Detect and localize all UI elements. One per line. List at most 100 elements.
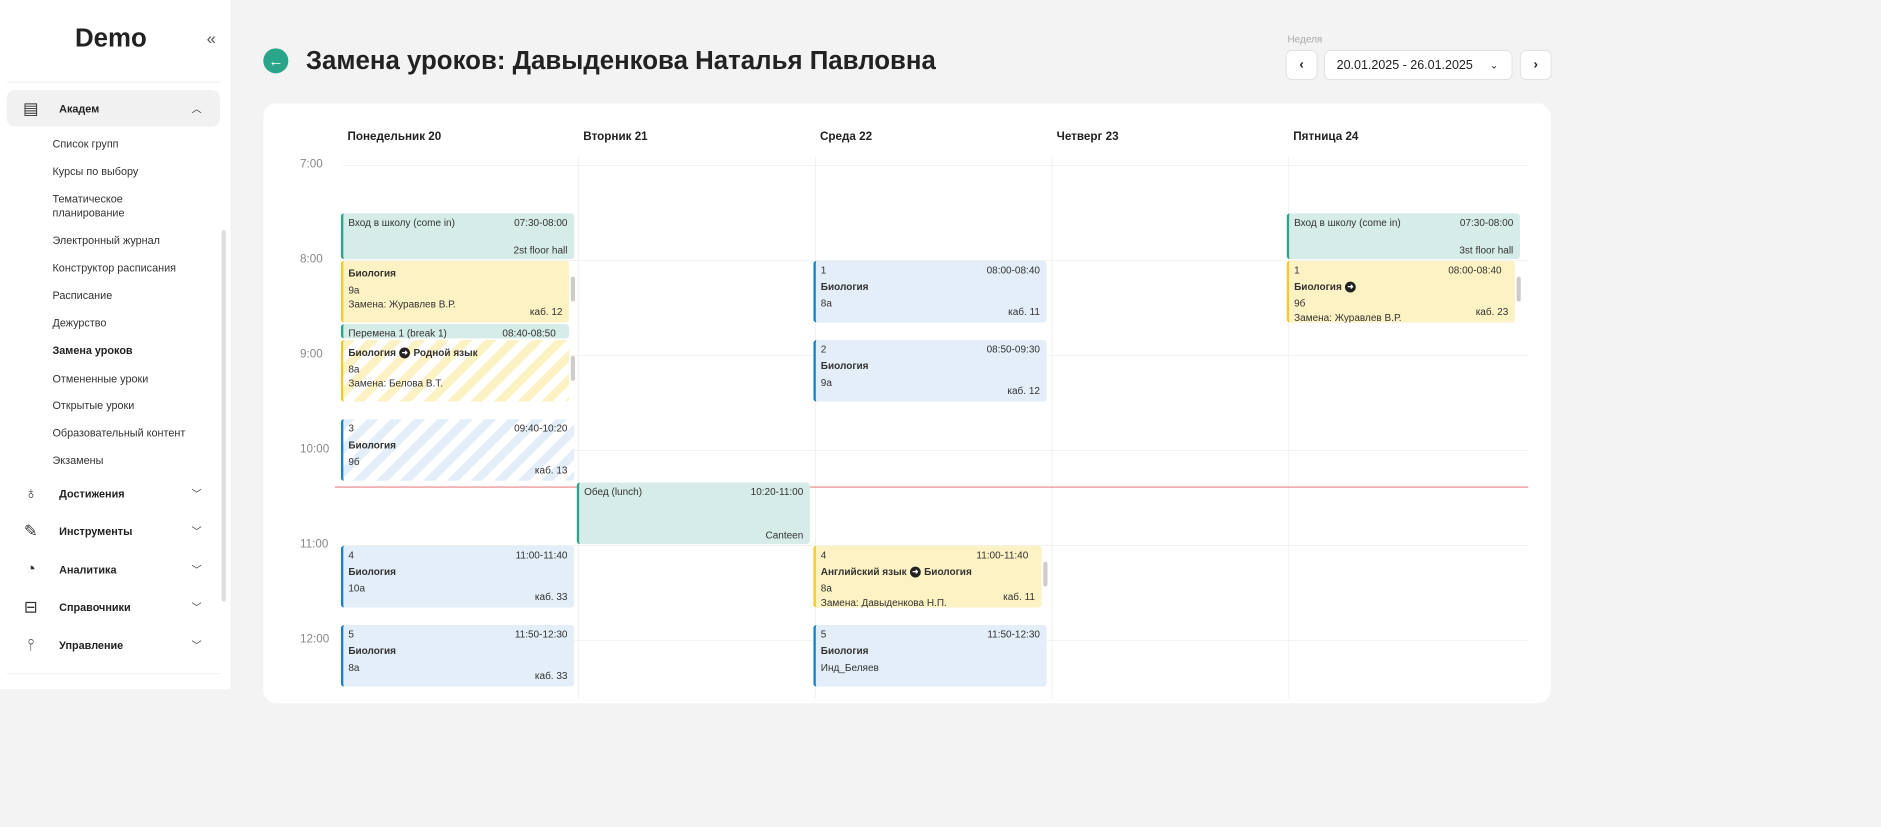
- event-scrollbar[interactable]: [570, 276, 575, 302]
- sidebar-group-label: Аналитика: [59, 562, 117, 576]
- event-time: 10:20-11:00: [750, 485, 804, 498]
- event-title-row: Биология: [821, 643, 1040, 659]
- sidebar-item[interactable]: Экзамены: [52, 454, 104, 467]
- week-value: 20.01.2025 - 26.01.2025: [1336, 57, 1473, 73]
- event-title: Биология: [348, 346, 396, 359]
- event-title: Биология: [348, 267, 396, 280]
- event-room: каб. 11: [1003, 590, 1035, 603]
- chevron-up-icon: ︿: [191, 102, 202, 115]
- event-header: 5 11:50-12:30: [821, 628, 1040, 641]
- week-select[interactable]: 20.01.2025 - 26.01.2025 ⌄: [1324, 49, 1513, 80]
- schedule-event[interactable]: Биология 9а Замена: Журавлев В.Р. каб. 12: [340, 260, 570, 323]
- event-title: Биология: [1294, 280, 1342, 293]
- schedule-event[interactable]: 4 11:00-11:40 Биология 10а каб. 33: [340, 545, 575, 608]
- event-group: Инд_Беляев: [820, 661, 879, 674]
- event-scrollbar[interactable]: [570, 355, 575, 381]
- hour-label: 8:00: [299, 251, 323, 265]
- sidebar-group-label: Достижения: [59, 487, 125, 500]
- schedule-event[interactable]: Вход в школу (come in) 07:30-08:00 3st flo…: [1286, 213, 1520, 260]
- day-header: Вторник 21: [583, 129, 648, 143]
- schedule-event[interactable]: Перемена 1 (break 1) 08:40-08:50: [340, 324, 570, 339]
- schedule-event[interactable]: 2 08:50-09:30 Биология 9а каб. 12: [813, 339, 1047, 402]
- event-title-row: Биология: [348, 437, 567, 453]
- sidebar-item[interactable]: Список групп: [52, 137, 119, 150]
- schedule-event[interactable]: Обед (lunch) 10:20-11:00 Canteen: [576, 482, 810, 545]
- event-group: 9б: [348, 455, 360, 468]
- hour-label: 11:00: [299, 536, 329, 550]
- event-time: 11:50-12:30: [514, 628, 568, 640]
- schedule-event[interactable]: Вход в школу (come in) 07:30-08:00 2st flo…: [340, 213, 575, 260]
- event-title-row: Английский язык ➜ Биология: [821, 564, 1028, 580]
- hour-line: [342, 449, 1529, 451]
- column-divider: [578, 156, 580, 699]
- schedule-event[interactable]: 3 09:40-10:20 Биология 9б каб. 13: [340, 419, 575, 481]
- logo: Demo: [74, 23, 147, 53]
- event-title: Биология: [820, 644, 869, 657]
- event-location: Canteen: [765, 529, 804, 541]
- current-time-line: [334, 486, 1529, 488]
- sidebar-item[interactable]: Отмененные уроки: [52, 372, 149, 385]
- substitution-note: Замена: Журавлев В.Р.: [1294, 311, 1402, 323]
- lesson-number: 2: [820, 343, 827, 355]
- event-room: каб. 12: [1007, 384, 1040, 397]
- sidebar-group-4[interactable]: ⊟ Справочники ﹀: [7, 588, 220, 625]
- schedule-event[interactable]: Биология ➜ Родной язык 8а Замена: Белова В.Т…: [340, 339, 570, 402]
- event-room: каб. 23: [1475, 305, 1509, 318]
- hour-label: 9:00: [299, 346, 323, 360]
- sidebar-group-2[interactable]: ✎ Инструменты ﹀: [7, 512, 220, 549]
- event-room: каб. 13: [534, 464, 568, 476]
- event-header: 1 08:00-08:40: [821, 264, 1040, 277]
- sidebar-scrollbar[interactable]: [221, 229, 226, 602]
- sidebar-item[interactable]: Электронный журнал: [52, 234, 160, 247]
- sidebar-group-3[interactable]: ◔ Аналитика ﹀: [7, 551, 220, 588]
- divider: [6, 81, 220, 83]
- chevron-down-icon: ﹀: [191, 563, 202, 576]
- event-title-row: Биология: [348, 266, 555, 282]
- schedule-event[interactable]: 5 11:50-12:30 Биология 8а каб. 33: [340, 624, 575, 687]
- event-time: 11:00-11:40: [515, 549, 568, 561]
- event-title: Биология: [820, 280, 869, 293]
- sidebar-item[interactable]: Образовательный контент: [52, 426, 186, 440]
- event-time: 11:50-12:30: [987, 628, 1040, 640]
- lesson-number: 3: [348, 422, 354, 435]
- sidebar-group-label: Управление: [59, 638, 124, 652]
- schedule-event[interactable]: 1 08:00-08:40 Биология ➜ 9б Замена: Журавлев …: [1286, 260, 1515, 323]
- sidebar-group-0[interactable]: ▤ Академ ︿: [6, 89, 220, 127]
- schedule-event[interactable]: 5 11:50-12:30 Биология Инд_Беляев: [813, 624, 1047, 687]
- lesson-number: 1: [1294, 264, 1300, 276]
- sidebar-item[interactable]: Дежурство: [52, 316, 107, 330]
- sidebar-group-5[interactable]: ⫯ Управление ﹀: [7, 627, 220, 664]
- prev-week-button[interactable]: ‹: [1285, 49, 1318, 80]
- chevron-down-icon: ﹀: [191, 487, 202, 500]
- event-title-row: Биология: [821, 358, 1040, 374]
- sidebar-group-1[interactable]: ♁ Достижения ﹀: [7, 475, 220, 512]
- sidebar-item[interactable]: Тематическое планирование: [52, 192, 125, 220]
- sliders-icon: ⫯: [27, 635, 35, 654]
- event-group: 8а: [348, 363, 360, 375]
- event-scrollbar[interactable]: [1043, 561, 1048, 587]
- sidebar-item[interactable]: Курсы по выбору: [52, 164, 139, 178]
- chevron-down-icon: ﹀: [191, 525, 202, 538]
- sidebar-item[interactable]: Расписание: [52, 289, 113, 302]
- schedule-event[interactable]: 4 11:00-11:40 Английский язык ➜ Биология 8а За…: [813, 545, 1042, 608]
- arrow-right-icon: ➜: [909, 566, 921, 578]
- event-group: 8а: [820, 582, 832, 595]
- award-icon: ♁: [24, 483, 38, 503]
- event-header: Перемена 1 (break 1) 08:40-08:50: [348, 327, 555, 338]
- event-title: Биология: [820, 359, 869, 372]
- tools-icon: ✎: [23, 522, 38, 541]
- sidebar-item[interactable]: Открытые уроки: [52, 399, 135, 412]
- lesson-number: 1: [820, 264, 827, 276]
- event-scrollbar[interactable]: [1516, 276, 1521, 302]
- event-title: Вход в школу (come in): [348, 216, 455, 229]
- back-button[interactable]: ←: [263, 48, 289, 74]
- page-title: Замена уроков: Давыденкова Наталья Павло…: [305, 45, 936, 75]
- event-time: 08:00-08:40: [1448, 264, 1502, 276]
- hour-line: [342, 259, 1529, 261]
- sidebar-item[interactable]: Конструктор расписания: [52, 261, 177, 275]
- collapse-sidebar-icon[interactable]: «: [206, 29, 216, 49]
- hour-label: 12:00: [299, 631, 330, 645]
- next-week-button[interactable]: ›: [1519, 49, 1552, 80]
- schedule-event[interactable]: 1 08:00-08:40 Биология 8а каб. 11: [813, 260, 1047, 323]
- sidebar-item[interactable]: Замена уроков: [52, 344, 133, 357]
